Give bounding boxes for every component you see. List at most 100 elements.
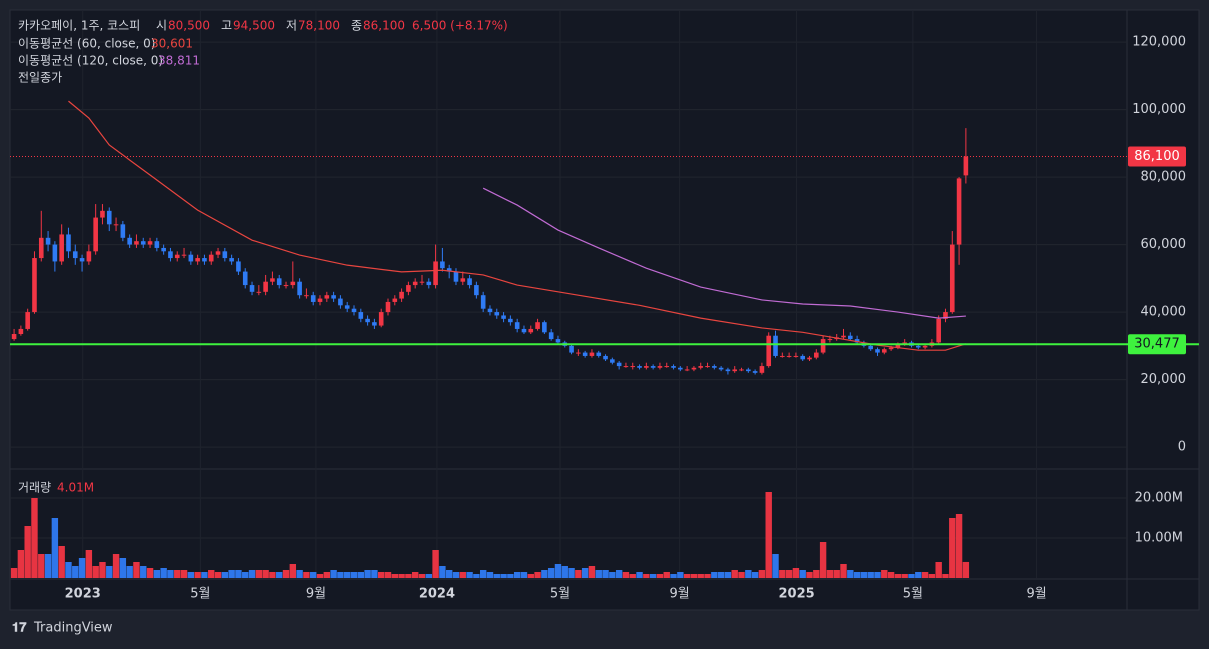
volume-bar bbox=[479, 570, 487, 578]
volume-bar bbox=[656, 574, 664, 578]
candle-body bbox=[943, 312, 948, 319]
volume-bar bbox=[690, 574, 698, 578]
x-tick-label: 2024 bbox=[419, 587, 455, 602]
volume-bar bbox=[717, 572, 725, 578]
candle-body bbox=[888, 347, 894, 350]
volume-bar bbox=[58, 546, 65, 578]
candle-body bbox=[440, 261, 445, 269]
candle-body bbox=[678, 367, 683, 370]
volume-bar bbox=[452, 572, 460, 578]
candle-body bbox=[623, 366, 629, 368]
candle-body bbox=[596, 352, 602, 356]
ohlc-label: 시 bbox=[156, 19, 167, 33]
volume-bar bbox=[445, 570, 453, 578]
volume-bar bbox=[860, 572, 868, 578]
volume-bar bbox=[323, 572, 331, 578]
volume-bar bbox=[99, 562, 106, 578]
candle-body bbox=[610, 359, 615, 363]
candle-body bbox=[242, 271, 248, 286]
volume-bar bbox=[38, 554, 45, 578]
volume-bar bbox=[799, 570, 806, 578]
prev-close-legend: 전일종가 bbox=[18, 71, 62, 85]
volume-bar bbox=[908, 574, 915, 578]
candle-body bbox=[134, 241, 139, 245]
volume-bar bbox=[683, 574, 691, 578]
candle-body bbox=[881, 349, 887, 353]
candle-body bbox=[38, 237, 44, 259]
candle-body bbox=[480, 295, 486, 309]
volume-bar bbox=[765, 492, 772, 578]
candle-body bbox=[113, 224, 119, 226]
candle-body bbox=[45, 237, 51, 245]
candle-body bbox=[657, 366, 663, 368]
volume-bar bbox=[289, 564, 297, 578]
candle-body bbox=[372, 322, 377, 326]
volume-bar bbox=[541, 570, 548, 578]
x-tick-label: 2023 bbox=[65, 587, 101, 602]
candle-body bbox=[331, 295, 336, 299]
volume-bar bbox=[140, 566, 147, 578]
candle-body bbox=[324, 295, 330, 299]
candle-body bbox=[93, 217, 98, 252]
candle-body bbox=[66, 234, 71, 252]
volume-bar bbox=[513, 572, 521, 578]
volume-bar bbox=[418, 574, 426, 578]
volume-bar bbox=[575, 570, 582, 578]
volume-bar bbox=[282, 570, 290, 578]
candle-body bbox=[270, 278, 275, 282]
candle-body bbox=[616, 362, 622, 367]
ohlc-value: 86,100 bbox=[363, 19, 405, 33]
volume-bar bbox=[826, 570, 834, 578]
volume-bar bbox=[24, 526, 31, 578]
volume-bar bbox=[378, 572, 385, 578]
candle-body bbox=[508, 318, 513, 323]
candle-body bbox=[276, 278, 282, 286]
candle-body bbox=[208, 254, 214, 262]
candle-body bbox=[72, 251, 78, 259]
volume-bar bbox=[153, 570, 161, 578]
x-tick-label: 5월 bbox=[550, 587, 570, 602]
volume-bar bbox=[473, 574, 480, 578]
candle-body bbox=[154, 241, 160, 248]
volume-bar bbox=[432, 550, 439, 578]
ma-legend: 이동평균선 (120, close, 0) bbox=[18, 54, 163, 68]
candle-body bbox=[59, 234, 64, 262]
candle-body bbox=[147, 241, 153, 245]
volume-bar bbox=[881, 570, 888, 578]
candle-body bbox=[847, 335, 853, 340]
volume-bar bbox=[439, 566, 446, 578]
volume-bar bbox=[785, 570, 793, 578]
volume-bar bbox=[208, 570, 215, 578]
volume-bar bbox=[337, 572, 344, 578]
volume-bar bbox=[643, 574, 650, 578]
ohlc-value: 78,100 bbox=[298, 19, 340, 33]
candle-body bbox=[385, 301, 391, 313]
volume-bar bbox=[493, 574, 500, 578]
candle-body bbox=[548, 332, 554, 340]
volume-bar bbox=[85, 550, 93, 578]
volume-bar bbox=[466, 572, 473, 578]
candle-body bbox=[827, 339, 833, 341]
ohlc-value: 94,500 bbox=[233, 19, 275, 33]
candle-body bbox=[365, 318, 370, 323]
moving-average bbox=[482, 187, 966, 319]
volume-bar bbox=[636, 572, 643, 578]
candle-body bbox=[582, 352, 588, 356]
candle-body bbox=[249, 285, 255, 292]
x-tick-label: 5월 bbox=[190, 587, 210, 602]
x-tick-label: 9월 bbox=[670, 587, 690, 602]
logo: 𝟏𝟕 bbox=[12, 621, 27, 636]
candle-body bbox=[868, 345, 873, 350]
candle-body bbox=[222, 251, 228, 259]
volume-bar bbox=[949, 518, 956, 578]
volume-bar bbox=[609, 572, 616, 578]
candle-body bbox=[780, 355, 785, 357]
candle-body bbox=[18, 328, 24, 335]
candle-body bbox=[746, 369, 751, 372]
candle-body bbox=[310, 295, 316, 302]
volume-bar bbox=[65, 562, 72, 578]
candle-body bbox=[100, 210, 105, 218]
volume-bar bbox=[915, 572, 922, 578]
volume-bar bbox=[276, 572, 283, 578]
volume-bar bbox=[72, 566, 79, 578]
